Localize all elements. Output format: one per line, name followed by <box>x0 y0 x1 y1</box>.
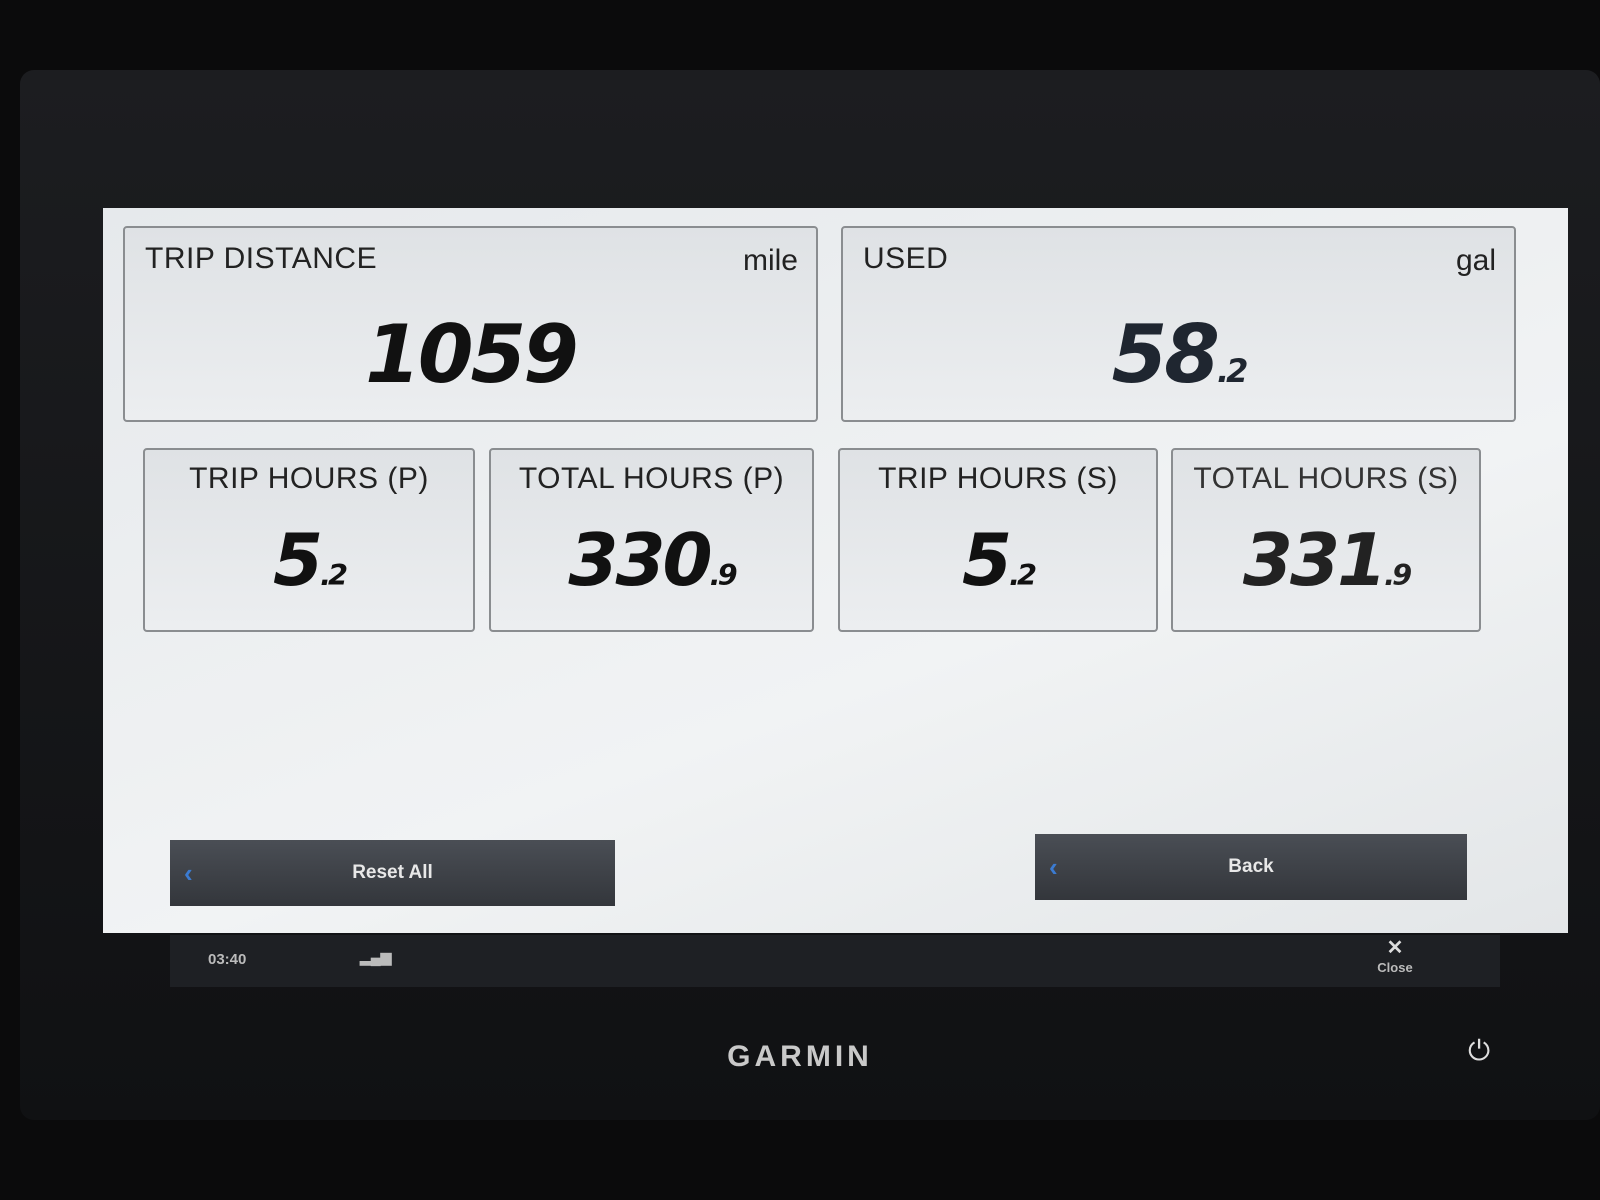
tile-decimal: .9 <box>709 558 738 592</box>
tile-unit: gal <box>1455 244 1496 277</box>
tile-label: TOTAL HOURS (P) <box>518 462 785 495</box>
tile-value: 331 <box>1242 518 1387 602</box>
tile-trip-distance[interactable]: TRIP DISTANCE mile 1059 <box>123 226 818 422</box>
tile-value: 1059 <box>365 308 579 401</box>
close-label: Close <box>1377 960 1413 975</box>
tile-label: TRIP DISTANCE <box>145 242 378 275</box>
screen: TRIP DISTANCE mile 1059 USED gal 58.2 TR… <box>103 208 1568 933</box>
tile-fuel-used[interactable]: USED gal 58.2 <box>841 226 1516 422</box>
tile-decimal: .9 <box>1384 558 1412 592</box>
signal-icon: ▂▄▆ <box>360 949 392 965</box>
status-bar: 03:40 ▂▄▆ ✕ Close <box>170 935 1500 987</box>
tile-total-hours-starboard[interactable]: TOTAL HOURS (S) 331.9 <box>1171 448 1481 632</box>
tile-value: 330 <box>568 518 712 602</box>
tile-value: 5 <box>961 518 1012 602</box>
tile-total-hours-port[interactable]: TOTAL HOURS (P) 330.9 <box>489 448 814 632</box>
tile-label: TRIP HOURS (S) <box>878 462 1118 495</box>
reset-all-button[interactable]: ‹ Reset All <box>170 840 615 906</box>
chevron-left-icon: ‹ <box>184 857 193 888</box>
tile-label: USED <box>863 242 949 275</box>
back-button[interactable]: ‹ Back <box>1035 834 1467 900</box>
clock: 03:40 <box>208 951 247 968</box>
tile-trip-hours-port[interactable]: TRIP HOURS (P) 5.2 <box>143 448 475 632</box>
tile-value: 5 <box>272 518 323 602</box>
close-icon: ✕ <box>1386 937 1404 959</box>
tile-unit: mile <box>742 244 798 277</box>
chevron-left-icon: ‹ <box>1049 851 1058 882</box>
tile-decimal: .2 <box>320 558 348 592</box>
tile-trip-hours-starboard[interactable]: TRIP HOURS (S) 5.2 <box>838 448 1158 632</box>
tile-value: 58 <box>1111 308 1220 401</box>
tile-decimal: .2 <box>1009 558 1037 592</box>
power-icon[interactable]: ⏻ <box>1468 1035 1491 1066</box>
garmin-logo: GARMIN <box>727 1040 873 1073</box>
reset-all-label: Reset All <box>352 862 433 883</box>
tile-label: TRIP HOURS (P) <box>189 462 429 495</box>
close-button[interactable]: ✕ Close <box>1360 935 1430 975</box>
tile-label: TOTAL HOURS (S) <box>1193 462 1459 495</box>
tile-decimal: .2 <box>1216 352 1248 390</box>
back-label: Back <box>1228 856 1274 877</box>
